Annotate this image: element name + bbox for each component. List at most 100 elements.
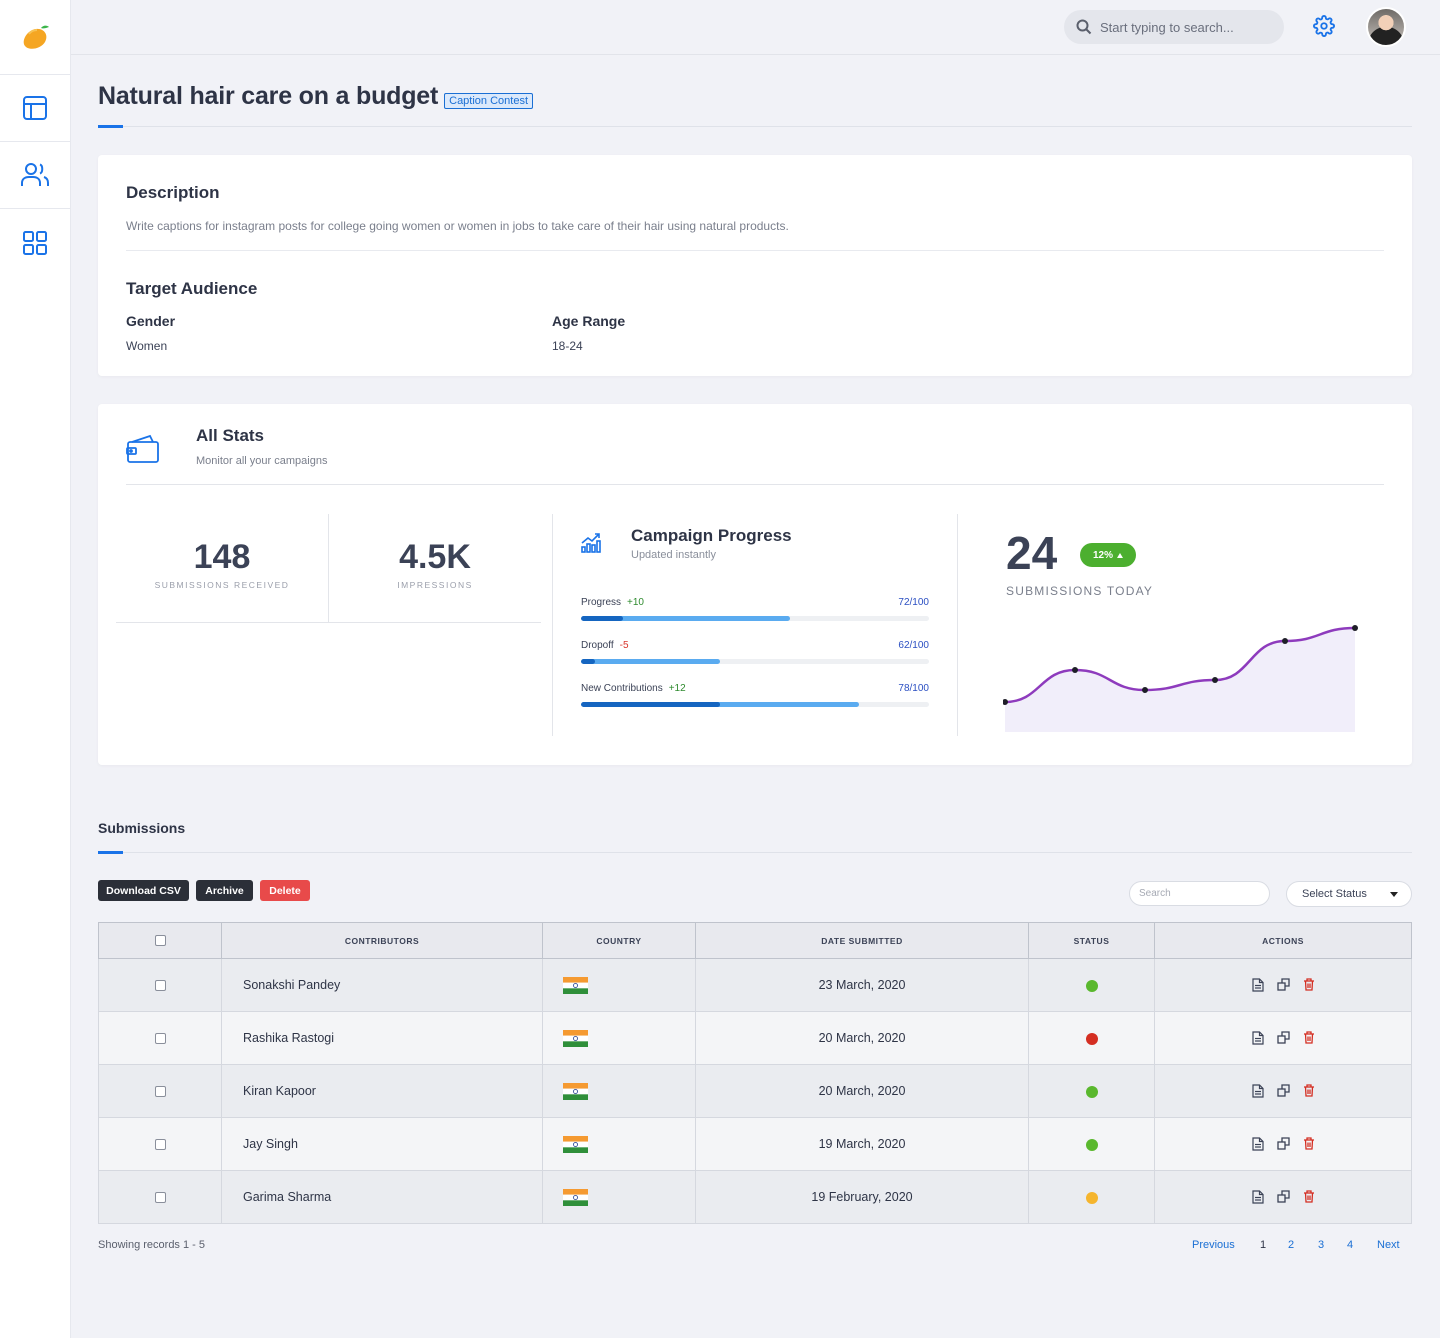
- view-button[interactable]: [1251, 1084, 1264, 1098]
- row-checkbox[interactable]: [154, 1086, 166, 1098]
- table-row[interactable]: Kiran Kapoor 20 March, 2020: [98, 1064, 1412, 1118]
- status-dot: [1085, 1085, 1098, 1098]
- submissions-divider: [98, 852, 1412, 853]
- row-checkbox[interactable]: [154, 1033, 166, 1045]
- duplicate-button[interactable]: [1276, 978, 1290, 992]
- table-row[interactable]: Sonakshi Pandey 23 March, 2020: [98, 958, 1412, 1012]
- new-contributions-bar-row: New Contributions +12 78/100: [581, 683, 929, 707]
- duplicate-button[interactable]: [1276, 1137, 1290, 1151]
- new-contributions-track: [581, 702, 929, 707]
- search-input[interactable]: [1100, 19, 1270, 35]
- column-header-status[interactable]: STATUS: [1028, 922, 1155, 959]
- grid-icon: [23, 230, 47, 255]
- column-header-contributors[interactable]: CONTRIBUTORS: [221, 922, 543, 959]
- copy-icon: [1276, 1137, 1290, 1150]
- delete-row-button[interactable]: [1303, 1137, 1315, 1151]
- view-button[interactable]: [1251, 1031, 1264, 1045]
- duplicate-button[interactable]: [1276, 1190, 1290, 1204]
- sidebar-item-users[interactable]: [0, 142, 70, 209]
- gender-label: Gender: [126, 313, 176, 329]
- dropoff-bar-row: Dropoff -5 62/100: [581, 640, 929, 664]
- column-header-date[interactable]: DATE SUBMITTED: [695, 922, 1029, 959]
- impressions-stat: 4.5K IMPRESSIONS: [329, 514, 541, 622]
- view-button[interactable]: [1251, 1137, 1264, 1151]
- delete-button[interactable]: Delete: [260, 880, 310, 901]
- india-flag-icon: [563, 1188, 588, 1206]
- user-avatar[interactable]: [1366, 7, 1406, 47]
- submissions-received-stat: 148 SUBMISSIONS RECEIVED: [116, 514, 328, 622]
- column-header-country[interactable]: COUNTRY: [542, 922, 696, 959]
- trash-icon: [1303, 978, 1314, 991]
- status-cell: [1028, 1117, 1155, 1171]
- bar-label: Progress: [581, 597, 622, 608]
- duplicate-button[interactable]: [1276, 1084, 1290, 1098]
- pagination-next[interactable]: Next: [1377, 1239, 1400, 1251]
- table-row[interactable]: Jay Singh 19 March, 2020: [98, 1117, 1412, 1171]
- dropoff-fill-light: [581, 659, 721, 664]
- delete-row-button[interactable]: [1303, 978, 1315, 992]
- stats-subtitle: Monitor all your campaigns: [196, 455, 328, 467]
- status-dot: [1085, 1138, 1098, 1151]
- section-separator: [957, 514, 958, 736]
- chart-line: [1004, 626, 1356, 704]
- status-cell: [1028, 1064, 1155, 1118]
- delete-row-button[interactable]: [1303, 1031, 1315, 1045]
- table-row[interactable]: Garima Sharma 19 February, 2020: [98, 1170, 1412, 1224]
- campaign-progress-title: Campaign Progress: [631, 526, 792, 545]
- india-flag-icon: [563, 1135, 588, 1153]
- sidebar: [0, 0, 71, 1338]
- settings-button[interactable]: [1313, 15, 1335, 42]
- duplicate-button[interactable]: [1276, 1031, 1290, 1045]
- header-accent: [98, 125, 123, 128]
- row-checkbox[interactable]: [154, 1192, 166, 1204]
- row-checkbox[interactable]: [154, 1139, 166, 1151]
- select-all-checkbox[interactable]: [154, 935, 166, 947]
- delete-row-button[interactable]: [1303, 1190, 1315, 1204]
- table-search-input[interactable]: [1129, 881, 1270, 906]
- bar-label: Dropoff: [581, 640, 614, 651]
- pagination-previous[interactable]: Previous: [1192, 1239, 1235, 1251]
- trash-icon: [1303, 1031, 1314, 1044]
- chart-point: [1072, 667, 1078, 673]
- row-checkbox[interactable]: [154, 980, 166, 992]
- records-info: Showing records 1 - 5: [98, 1239, 205, 1251]
- dropoff-fill-dark: [581, 659, 595, 664]
- mango-logo-icon: [23, 25, 49, 49]
- contributor-name: Rashika Rastogi: [221, 1011, 543, 1065]
- contributor-name: Jay Singh: [221, 1117, 543, 1171]
- campaign-progress-subtitle: Updated instantly: [631, 549, 716, 561]
- submissions-received-label: SUBMISSIONS RECEIVED: [154, 580, 290, 590]
- bar-delta: +10: [627, 597, 644, 608]
- impressions-value: 4.5K: [399, 538, 471, 576]
- table-row[interactable]: Rashika Rastogi 20 March, 2020: [98, 1011, 1412, 1065]
- pagination-page-1[interactable]: 1: [1260, 1239, 1267, 1251]
- actions-cell: [1154, 1117, 1412, 1171]
- global-search[interactable]: [1064, 10, 1284, 44]
- country-cell: [542, 958, 696, 1012]
- delete-row-button[interactable]: [1303, 1084, 1315, 1098]
- column-header-actions: ACTIONS: [1154, 922, 1412, 959]
- document-icon: [1251, 1031, 1264, 1045]
- pagination-page-3[interactable]: 3: [1318, 1239, 1325, 1251]
- new-contributions-fill-light: [581, 702, 860, 707]
- actions-cell: [1154, 1170, 1412, 1224]
- pagination-page-4[interactable]: 4: [1347, 1239, 1354, 1251]
- bar-total: 78/100: [898, 683, 929, 694]
- copy-icon: [1276, 1084, 1290, 1097]
- view-button[interactable]: [1251, 978, 1264, 992]
- status-select-value: Select Status: [1302, 888, 1367, 900]
- download-csv-button[interactable]: Download CSV: [98, 880, 189, 901]
- submissions-today-label: SUBMISSIONS TODAY: [1006, 584, 1154, 598]
- sidebar-item-apps[interactable]: [0, 209, 70, 276]
- view-button[interactable]: [1251, 1190, 1264, 1204]
- date-submitted: 23 March, 2020: [695, 958, 1029, 1012]
- archive-button[interactable]: Archive: [196, 880, 253, 901]
- chart-area: [1005, 628, 1355, 732]
- pagination-page-2[interactable]: 2: [1288, 1239, 1295, 1251]
- logo[interactable]: [0, 0, 70, 75]
- sidebar-item-dashboard[interactable]: [0, 75, 70, 142]
- target-audience-title: Target Audience: [126, 279, 258, 298]
- gear-icon: [1313, 15, 1335, 37]
- select-all-header: [98, 922, 222, 959]
- status-select[interactable]: Select Status: [1286, 881, 1412, 907]
